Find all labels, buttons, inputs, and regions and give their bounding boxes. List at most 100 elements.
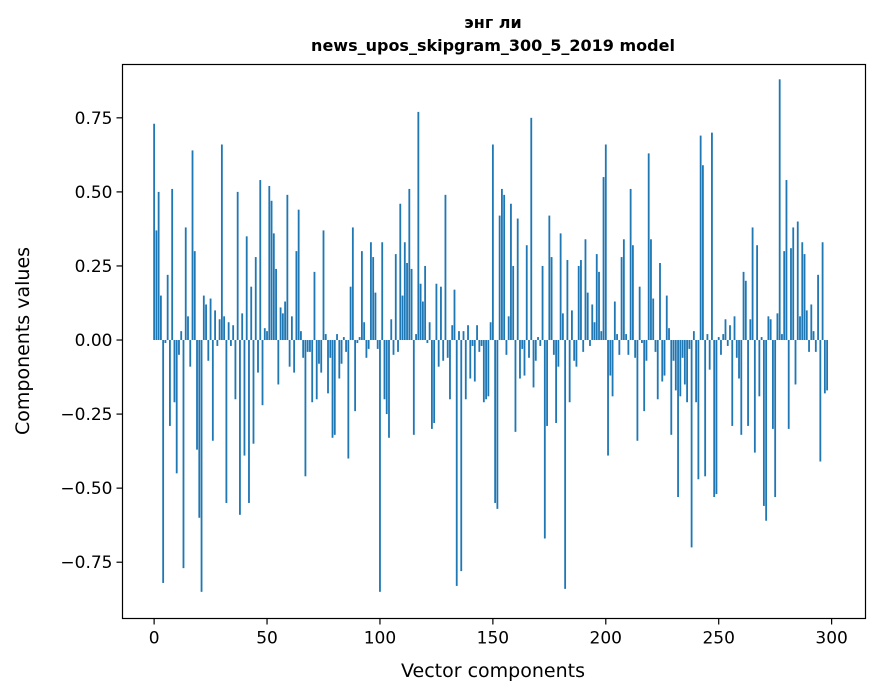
bar-component-23 [205,304,207,341]
bar-component-173 [543,340,546,539]
bar-component-12 [180,331,183,341]
bar-component-261 [742,271,745,341]
bar-component-292 [812,331,815,341]
bar-component-111 [403,242,406,341]
bar-component-24 [207,340,210,361]
bar-component-201 [607,340,609,456]
bar-component-240 [695,340,698,403]
bar-component-64 [297,209,300,341]
bar-component-128 [442,340,445,361]
bar-component-174 [546,340,548,426]
bar-component-132 [451,325,454,341]
bar-component-270 [762,340,765,506]
bar-component-33 [227,322,230,341]
bar-component-253 [724,319,727,341]
bar-component-227 [665,295,668,341]
bar-component-3 [159,295,162,341]
bar-component-137 [462,331,465,341]
bar-component-262 [744,280,747,341]
x-tick-label: 200 [590,629,622,649]
bar-component-143 [476,325,478,341]
bar-component-273 [769,319,772,341]
bar-component-150 [491,144,494,341]
bar-component-91 [358,337,361,341]
bar-component-141 [471,340,474,346]
bar-component-2 [157,191,160,341]
bar-component-260 [740,340,743,435]
bar-component-222 [654,340,657,352]
bar-component-110 [401,295,404,341]
bar-component-72 [315,340,318,400]
bar-component-4 [162,340,165,583]
bar-component-184 [568,340,571,403]
bar-component-187 [575,340,578,367]
chart-title-line-2: news_upos_skipgram_300_5_2019 model [311,36,675,55]
bar-component-115 [412,340,415,435]
bar-component-290 [808,340,810,352]
bar-component-68 [306,340,309,352]
bar-component-163 [521,340,524,349]
bar-component-272 [767,316,770,341]
bar-component-138 [464,340,467,400]
bar-component-185 [571,310,573,341]
y-tick-label: 0.25 [75,257,113,277]
bar-component-63 [295,251,298,341]
bar-component-249 [715,340,718,495]
bar-component-244 [704,340,707,477]
bar-component-139 [467,325,469,341]
bar-component-109 [399,203,402,341]
bar-component-233 [679,340,682,397]
bar-component-263 [747,340,749,426]
bar-component-193 [589,340,591,346]
bar-component-198 [600,331,603,341]
bar-component-151 [494,340,497,503]
bar-component-48 [261,340,264,406]
bar-component-26 [211,340,214,441]
bar-component-107 [394,254,397,341]
plot-area-frame [121,63,867,620]
y-tick-label: −0.50 [60,479,112,499]
y-tick-label: 0.00 [75,331,113,351]
bar-component-186 [573,340,576,361]
bar-component-51 [268,185,271,341]
bar-component-281 [787,340,790,429]
bar-component-172 [541,265,544,341]
bar-component-29 [218,319,221,341]
bar-component-254 [726,340,729,346]
bar-component-229 [670,340,673,435]
bar-component-62 [293,340,296,373]
bar-component-135 [458,331,460,341]
bar-component-250 [717,337,720,341]
bar-component-27 [214,310,216,341]
bar-component-183 [566,260,569,341]
bar-component-216 [641,340,643,343]
bar-component-145 [480,340,483,346]
bar-component-195 [593,322,596,341]
bar-component-13 [182,340,185,569]
bar-component-16 [189,340,192,367]
bar-component-209 [625,334,628,341]
bar-component-86 [347,340,350,459]
bar-component-190 [582,340,585,352]
bar-component-203 [611,340,614,397]
bar-component-223 [656,340,659,400]
bar-component-18 [193,251,196,341]
bar-component-98 [374,292,377,341]
bar-component-6 [166,274,169,341]
bar-component-162 [519,340,521,379]
bar-component-67 [304,340,307,477]
bar-component-258 [735,340,738,358]
bar-component-148 [487,340,490,397]
bar-component-133 [453,289,456,341]
x-tick-label: 300 [815,629,847,649]
bar-component-266 [753,340,756,453]
bar-component-113 [408,188,411,341]
bar-component-60 [288,340,291,367]
bar-component-247 [711,132,713,341]
bar-component-276 [776,313,779,341]
bar-component-245 [706,334,709,341]
bar-component-8 [171,188,174,341]
bar-component-208 [622,239,625,341]
bar-component-56 [279,307,282,341]
bar-component-168 [532,340,535,388]
